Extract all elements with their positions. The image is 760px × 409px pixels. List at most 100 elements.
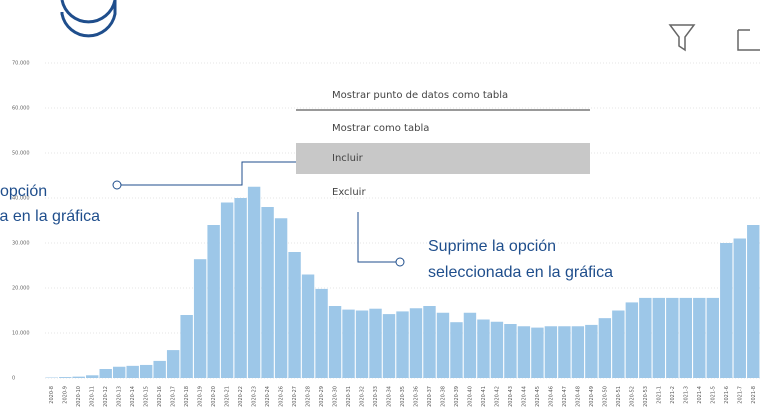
x-tick-label: 2020-36 [413,386,419,407]
menu-item[interactable]: Mostrar punto de datos como tabla [332,90,508,101]
bar [666,297,679,378]
bar [112,366,126,378]
x-tick-label: 2020-18 [184,386,190,407]
x-tick-label: 2020-40 [467,386,473,407]
bar [274,218,288,378]
bar [301,274,315,378]
connector [357,212,396,263]
bar [153,360,166,378]
x-tick-label: 2020-44 [521,386,527,407]
bar [409,308,423,378]
connector-dot [112,180,122,190]
y-tick-label: 20.000 [12,286,30,292]
x-tick-label: 2020-19 [198,386,204,407]
bar [59,377,72,378]
x-tick-label: 2020-20 [211,386,217,407]
x-tick-label: 2020-50 [602,386,608,407]
x-tick-label: 2020-34 [387,386,393,407]
focus-icon[interactable] [737,29,760,51]
x-tick-label: 2020-27 [292,386,298,407]
y-tick-label: 40.000 [12,196,30,202]
x-tick-label: 2020-41 [481,386,487,407]
bar [382,314,396,378]
x-tick-label: 2020-30 [333,386,339,407]
bar [180,315,193,378]
x-tick-label: 2020-49 [589,386,595,407]
x-tick-label: 2020-8 [49,386,55,404]
bar [423,306,436,378]
bar [328,306,342,378]
menu-item[interactable]: Excluir [332,187,366,198]
x-tick-label: 2020-24 [265,386,271,407]
bar [288,252,301,378]
x-tick-label: 2020-45 [535,386,541,407]
annotation: Suprime la opción [428,238,556,255]
x-tick-label: 2020-43 [508,386,514,407]
bar [544,326,558,378]
bar [72,376,85,378]
bar [436,312,450,378]
x-tick-label: 2020-33 [373,386,379,407]
bar [706,297,719,378]
bar [571,326,585,378]
x-tick-label: 2020-39 [454,386,460,407]
bar [166,350,180,378]
y-tick-label: 60.000 [12,106,30,112]
y-tick-label: 30.000 [12,241,30,247]
x-tick-label: 2021-6 [724,386,730,404]
bar [315,288,328,378]
logo-arc [60,0,117,38]
bar [99,369,112,378]
bar [193,259,207,378]
menu-item[interactable]: Incluir [332,153,364,164]
x-tick-label: 2020-29 [319,386,325,407]
annotation: seleccionada en la gráfica [428,264,613,281]
bar [220,202,234,378]
x-tick-label: 2020-13 [117,386,123,407]
bar [598,318,612,378]
bar [234,198,247,378]
x-tick-label: 2020-11 [90,386,96,407]
chart: 0 10.000 20.000 30.000 40.000 50.000 60.000 70.… [12,61,760,407]
x-tick-label: 2020-9 [63,386,69,404]
x-tick-label: 2021-2 [670,386,676,404]
filter-icon[interactable] [668,24,696,52]
bar [207,225,220,378]
x-tick-label: 2020-23 [252,386,258,407]
bar [733,238,746,378]
bar [450,322,463,378]
context-menu: Mostrar punto de datos como tabla Mostra… [296,90,590,198]
bar [612,310,625,378]
x-tick-label: 2020-52 [629,386,635,407]
bar [86,375,99,378]
x-tick-label: 2020-17 [171,386,177,407]
x-tick-label: 2020-14 [130,386,136,407]
connector-dot [395,257,405,267]
bar [139,364,153,378]
x-tick-label: 2020-28 [306,386,312,407]
y-tick-label: 10.000 [12,331,30,337]
x-tick-label: 2020-46 [548,386,554,407]
x-tick-label: 2021-4 [697,386,703,404]
bar [355,310,369,378]
x-tick-label: 2020-35 [400,386,406,407]
x-tick-label: 2021-7 [737,386,743,404]
bar [126,365,139,378]
x-tick-label: 2020-26 [279,386,285,407]
x-tick-label: 2020-42 [494,386,500,407]
x-tick-label: 2020-53 [643,386,649,407]
y-tick-label: 0 [12,376,15,382]
bar [247,186,261,378]
x-tick-label: 2020-38 [440,386,446,407]
x-tick-label: 2020-32 [360,386,366,407]
x-tick-label: 2021-1 [656,386,662,404]
bar [558,326,571,378]
bar [490,321,504,378]
bar [531,327,544,378]
menu-item[interactable]: Mostrar como tabla [332,123,429,134]
bar [261,207,274,378]
x-tick-label: 2020-51 [616,386,622,407]
annotation: la en la gráfica [0,208,100,225]
bar [652,297,666,378]
